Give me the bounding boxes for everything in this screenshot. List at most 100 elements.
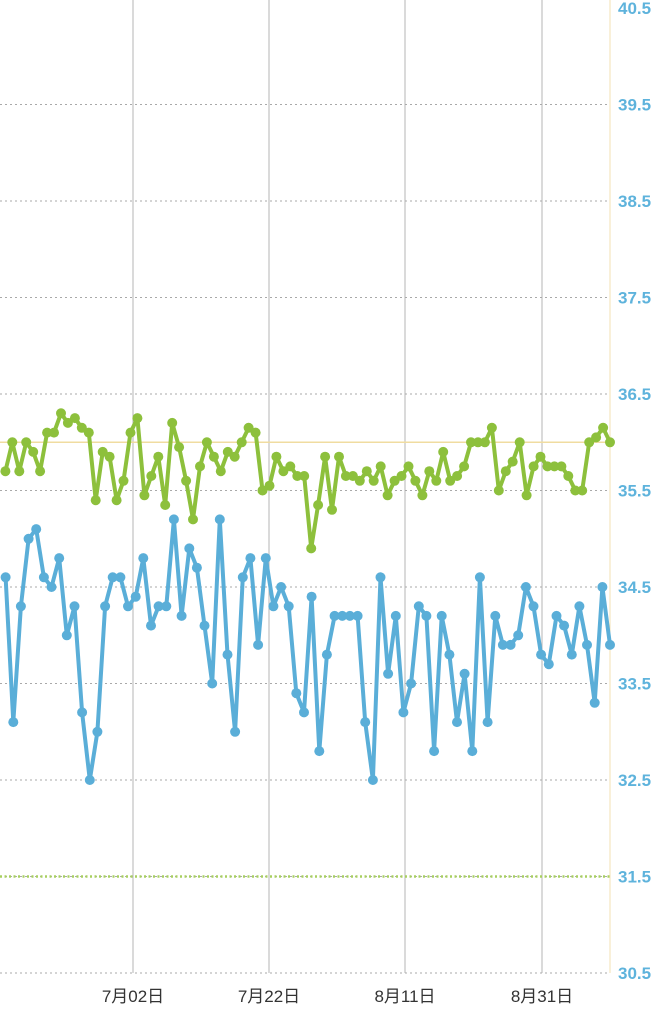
series-1-point — [490, 610, 501, 621]
series-0-point — [62, 417, 73, 428]
series-0-point — [521, 490, 532, 501]
series-0-point — [14, 466, 25, 477]
series-1-point — [589, 697, 600, 708]
series-0-point — [201, 437, 212, 448]
series-1-point — [482, 717, 493, 728]
series-0-point — [181, 475, 192, 486]
series-0-point — [125, 427, 136, 438]
series-0-point — [417, 490, 428, 501]
series-0-point — [90, 495, 101, 506]
series-1-point — [8, 717, 19, 728]
series-0-point — [49, 427, 59, 438]
series-0-point — [285, 461, 296, 472]
series-0-point — [250, 427, 261, 438]
series-1-point — [168, 514, 179, 525]
series-1-point — [107, 572, 118, 583]
series-0-point — [459, 461, 470, 472]
series-0-point — [76, 422, 87, 433]
series-0-point — [7, 437, 18, 448]
series-1-point — [237, 572, 248, 583]
reference-lines — [0, 441, 610, 878]
series-0-point — [292, 471, 303, 481]
series-line-0 — [3, 411, 612, 551]
series-1-point — [153, 601, 164, 612]
series-1-point — [84, 775, 95, 785]
series-1-point — [176, 610, 187, 621]
series-1-point — [184, 543, 195, 554]
series-0-point — [507, 456, 518, 467]
y-axis-ticks: 40.5 39.5 38.5 37.5 36.5 35.5 34.5 33.5 32.5 31.5… — [618, 0, 651, 983]
series-0-point — [340, 471, 351, 481]
series-1-point — [574, 601, 585, 612]
series-0-point — [21, 437, 32, 448]
y-tick-label: 35.5 — [618, 482, 651, 501]
series-1-point — [38, 572, 49, 583]
series-0-point — [264, 480, 275, 491]
series-1-point — [260, 553, 271, 564]
series-0-point — [35, 466, 46, 477]
series-0-point — [42, 427, 53, 438]
series-line-1 — [3, 517, 612, 782]
series-1-point — [513, 630, 524, 641]
series-0-point — [167, 417, 178, 428]
series-0-point — [431, 475, 442, 486]
series-0-point — [563, 471, 574, 481]
series-1-point — [528, 601, 539, 612]
y-tick-label: 31.5 — [618, 868, 651, 887]
series-1-point — [444, 649, 455, 660]
series-0-point — [403, 461, 414, 472]
x-tick-label: 8月31日 — [511, 987, 573, 1006]
series-0-point — [535, 451, 546, 462]
series-1-point — [520, 582, 531, 592]
series-0-point — [257, 485, 268, 496]
x-axis-ticks: 7月02日 7月22日 8月11日 8月31日 — [102, 987, 573, 1006]
series-1-point — [31, 524, 42, 535]
series-1-point — [299, 707, 309, 718]
series-1-point — [230, 726, 241, 737]
series-1-point — [46, 582, 57, 592]
y-tick-label: 40.5 — [618, 0, 651, 18]
series-1-point — [505, 639, 516, 650]
series-1-point — [352, 610, 363, 621]
series-1-point — [245, 553, 256, 564]
y-tick-label: 32.5 — [618, 771, 651, 790]
series-0-point — [104, 451, 115, 462]
series-1-point — [551, 610, 562, 621]
series-0-point — [327, 504, 337, 515]
series-1-point — [605, 639, 615, 650]
data-series — [0, 408, 615, 785]
series-0-point — [334, 451, 344, 462]
series-0-point — [215, 466, 226, 477]
series-0-point — [132, 413, 143, 424]
series-0-point — [493, 485, 504, 496]
series-1-point — [566, 649, 577, 660]
series-1-point — [291, 688, 302, 699]
series-0-point — [174, 442, 185, 453]
series-0-point — [382, 490, 393, 501]
series-1-point — [497, 639, 508, 650]
series-0-point — [160, 500, 171, 510]
series-0-point — [424, 466, 435, 477]
series-0-point — [208, 451, 219, 462]
series-1-point — [390, 610, 401, 621]
series-0-point — [188, 514, 198, 525]
series-1-point — [130, 591, 141, 602]
y-tick-label: 39.5 — [618, 96, 651, 115]
series-0-point — [549, 461, 560, 472]
series-1-point — [61, 630, 72, 641]
series-1-point — [452, 717, 462, 728]
series-0-point — [577, 485, 588, 496]
x-tick-label: 7月22日 — [238, 987, 300, 1006]
series-1-point — [375, 572, 386, 583]
series-1-point — [283, 601, 294, 612]
series-0-point — [514, 437, 525, 448]
y-tick-label: 38.5 — [618, 192, 651, 211]
series-0-point — [584, 437, 595, 448]
series-0-point — [28, 446, 39, 457]
series-1-point — [383, 668, 394, 679]
series-1-point — [429, 746, 440, 757]
series-0-point — [396, 471, 407, 481]
series-0-point — [195, 461, 205, 472]
series-0-point — [236, 437, 247, 448]
